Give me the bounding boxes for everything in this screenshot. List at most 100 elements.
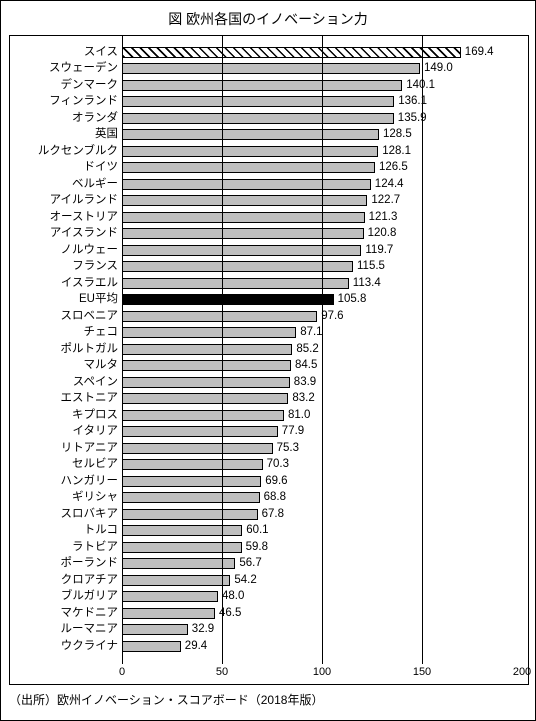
category-label: エストニア	[10, 393, 122, 405]
bar	[122, 492, 260, 503]
value-label: 113.4	[353, 278, 381, 290]
x-ticks: 050100150200	[10, 664, 528, 684]
category-label: ウクライナ	[10, 641, 122, 653]
category-label: デンマーク	[10, 80, 122, 92]
category-label: ポーランド	[10, 558, 122, 570]
bar-row: トルコ60.1	[10, 523, 528, 540]
value-label: 54.2	[234, 575, 256, 587]
bar-row: フィンランド136.1	[10, 94, 528, 111]
x-tick-label: 150	[413, 666, 431, 678]
value-label: 59.8	[246, 542, 268, 554]
value-label: 75.3	[277, 443, 299, 455]
category-label: ベルギー	[10, 179, 122, 191]
category-label: ポルトガル	[10, 344, 122, 356]
bar	[122, 393, 288, 404]
value-label: 84.5	[295, 360, 317, 372]
bar-row: ルーマニア32.9	[10, 622, 528, 639]
bar-row: スペイン83.9	[10, 374, 528, 391]
bar-row: スロバキア67.8	[10, 506, 528, 523]
bar	[122, 575, 230, 586]
category-label: ルーマニア	[10, 624, 122, 636]
value-label: 128.1	[382, 146, 411, 158]
bar-row: マケドニア46.5	[10, 605, 528, 622]
bar-row: スウェーデン149.0	[10, 61, 528, 78]
bar-row: マルタ 84.5	[10, 358, 528, 375]
category-label: マルタ	[10, 360, 122, 372]
bar-row: スイス169.4	[10, 44, 528, 61]
bar-row: ノルウェー119.7	[10, 242, 528, 259]
value-label: 149.0	[424, 63, 453, 75]
bar	[122, 261, 353, 272]
bar	[122, 344, 292, 355]
bar-row: ベルギー124.4	[10, 176, 528, 193]
category-label: クロアチア	[10, 575, 122, 587]
bar	[122, 410, 284, 421]
bar	[122, 113, 394, 124]
category-label: ハンガリー	[10, 476, 122, 488]
bar	[122, 476, 261, 487]
bar-row: ブルガリア48.0	[10, 589, 528, 606]
bar	[122, 360, 291, 371]
value-label: 56.7	[239, 558, 261, 570]
category-label: ルクセンブルク	[10, 146, 122, 158]
bar	[122, 591, 218, 602]
bar-row: イスラエル113.4	[10, 275, 528, 292]
bar	[122, 63, 420, 74]
bar	[122, 525, 242, 536]
gridline	[422, 36, 423, 664]
bar	[122, 624, 188, 635]
bar-row: リトアニア 75.3	[10, 440, 528, 457]
category-label: 英国	[10, 129, 122, 141]
plot-area: スイス169.4スウェーデン149.0 デンマーク 140.1 フィンランド136.1…	[9, 35, 529, 685]
bar	[122, 278, 349, 289]
bar-row: クロアチア 54.2	[10, 572, 528, 589]
bar	[122, 195, 367, 206]
bar-row: スロベニア97.6	[10, 308, 528, 325]
bar	[122, 96, 394, 107]
value-label: 140.1	[406, 80, 435, 92]
category-label: オランダ	[10, 113, 122, 125]
bar-row: デンマーク 140.1	[10, 77, 528, 94]
category-label: フランス	[10, 261, 122, 273]
bar-row: EU平均 105.8	[10, 292, 528, 309]
value-label: 97.6	[321, 311, 343, 323]
value-label: 121.3	[369, 212, 398, 224]
bar-row: ルクセンブルク 128.1	[10, 143, 528, 160]
category-label: イタリア	[10, 426, 122, 438]
category-label: フィンランド	[10, 96, 122, 108]
category-label: スペイン	[10, 377, 122, 389]
chart-source: （出所）欧州イノベーション・スコアボード（2018年版）	[9, 691, 527, 708]
value-label: 115.5	[357, 261, 385, 273]
bar	[122, 162, 375, 173]
category-label: セルビア	[10, 459, 122, 471]
category-label: オーストリア	[10, 212, 122, 224]
bar-row: ハンガリー69.6	[10, 473, 528, 490]
category-label: リトアニア	[10, 443, 122, 455]
bar	[122, 212, 365, 223]
category-label: アイスランド	[10, 228, 122, 240]
value-label: 105.8	[338, 294, 367, 306]
value-label: 120.8	[368, 228, 397, 240]
value-label: 126.5	[379, 162, 408, 174]
bar-row: 英国128.5	[10, 127, 528, 144]
category-label: EU平均	[10, 294, 122, 306]
category-label: ラトビア	[10, 542, 122, 554]
bar	[122, 294, 334, 305]
bar	[122, 459, 263, 470]
bar-row: エストニア83.2	[10, 391, 528, 408]
category-label: ノルウェー	[10, 245, 122, 257]
bar	[122, 443, 273, 454]
value-label: 48.0	[222, 591, 244, 603]
bar	[122, 608, 215, 619]
category-label: マケドニア	[10, 608, 122, 620]
bar	[122, 311, 317, 322]
bars-container: スイス169.4スウェーデン149.0 デンマーク 140.1 フィンランド136.1…	[10, 44, 528, 664]
value-label: 77.9	[282, 426, 304, 438]
category-label: チェコ	[10, 327, 122, 339]
value-label: 87.1	[300, 327, 322, 339]
x-tick-label: 200	[513, 666, 531, 678]
bar	[122, 509, 258, 520]
value-label: 85.2	[296, 344, 318, 356]
bar	[122, 47, 461, 58]
x-tick-label: 0	[119, 666, 125, 678]
